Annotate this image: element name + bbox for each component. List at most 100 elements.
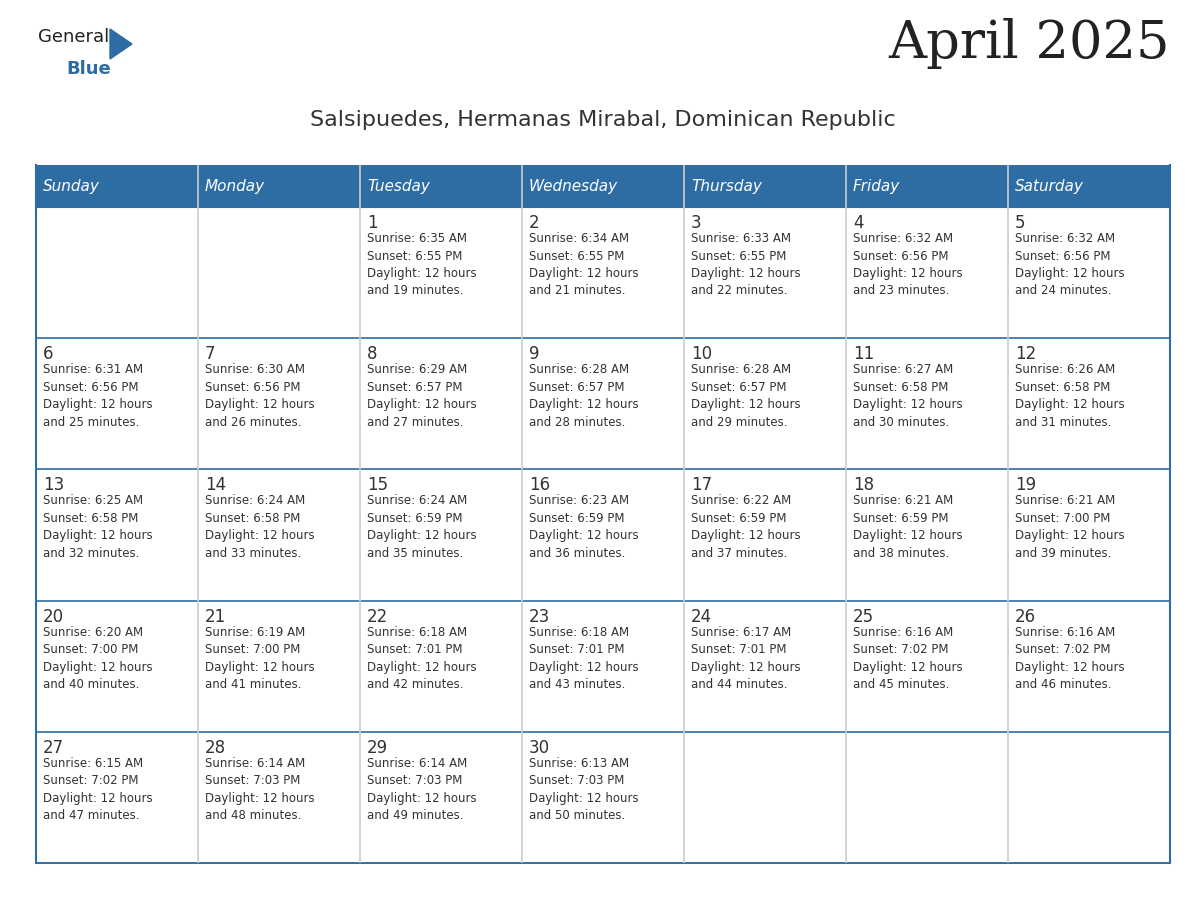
Text: Sunrise: 6:23 AM
Sunset: 6:59 PM
Daylight: 12 hours
and 36 minutes.: Sunrise: 6:23 AM Sunset: 6:59 PM Dayligh… bbox=[529, 495, 639, 560]
Text: 3: 3 bbox=[691, 214, 702, 232]
Bar bbox=[1007, 207, 1170, 338]
Text: 30: 30 bbox=[529, 739, 550, 756]
Bar bbox=[522, 732, 684, 863]
Text: 15: 15 bbox=[367, 476, 388, 495]
Text: Sunrise: 6:22 AM
Sunset: 6:59 PM
Daylight: 12 hours
and 37 minutes.: Sunrise: 6:22 AM Sunset: 6:59 PM Dayligh… bbox=[691, 495, 801, 560]
Text: 22: 22 bbox=[367, 608, 388, 625]
Bar bbox=[522, 338, 684, 469]
Text: 23: 23 bbox=[529, 608, 550, 625]
Text: Sunrise: 6:27 AM
Sunset: 6:58 PM
Daylight: 12 hours
and 30 minutes.: Sunrise: 6:27 AM Sunset: 6:58 PM Dayligh… bbox=[853, 364, 962, 429]
Bar bbox=[522, 207, 684, 338]
Text: 25: 25 bbox=[853, 608, 874, 625]
Text: Sunrise: 6:31 AM
Sunset: 6:56 PM
Daylight: 12 hours
and 25 minutes.: Sunrise: 6:31 AM Sunset: 6:56 PM Dayligh… bbox=[43, 364, 152, 429]
Text: Sunrise: 6:28 AM
Sunset: 6:57 PM
Daylight: 12 hours
and 29 minutes.: Sunrise: 6:28 AM Sunset: 6:57 PM Dayligh… bbox=[691, 364, 801, 429]
Text: 20: 20 bbox=[43, 608, 64, 625]
Bar bbox=[846, 207, 1007, 338]
Text: 27: 27 bbox=[43, 739, 64, 756]
Bar bbox=[684, 469, 846, 600]
Bar bbox=[522, 165, 684, 207]
Text: 6: 6 bbox=[43, 345, 53, 364]
Text: Thursday: Thursday bbox=[691, 178, 762, 194]
Text: Sunrise: 6:19 AM
Sunset: 7:00 PM
Daylight: 12 hours
and 41 minutes.: Sunrise: 6:19 AM Sunset: 7:00 PM Dayligh… bbox=[206, 625, 315, 691]
Text: General: General bbox=[38, 28, 109, 46]
Text: Sunrise: 6:26 AM
Sunset: 6:58 PM
Daylight: 12 hours
and 31 minutes.: Sunrise: 6:26 AM Sunset: 6:58 PM Dayligh… bbox=[1015, 364, 1125, 429]
Bar bbox=[360, 600, 522, 732]
Text: 12: 12 bbox=[1015, 345, 1036, 364]
Bar bbox=[36, 600, 198, 732]
Bar bbox=[684, 207, 846, 338]
Bar bbox=[198, 732, 360, 863]
Text: Sunrise: 6:28 AM
Sunset: 6:57 PM
Daylight: 12 hours
and 28 minutes.: Sunrise: 6:28 AM Sunset: 6:57 PM Dayligh… bbox=[529, 364, 639, 429]
Bar bbox=[1007, 732, 1170, 863]
Text: 21: 21 bbox=[206, 608, 226, 625]
Text: 4: 4 bbox=[853, 214, 864, 232]
Bar bbox=[846, 600, 1007, 732]
Text: Sunrise: 6:21 AM
Sunset: 7:00 PM
Daylight: 12 hours
and 39 minutes.: Sunrise: 6:21 AM Sunset: 7:00 PM Dayligh… bbox=[1015, 495, 1125, 560]
Text: Sunrise: 6:16 AM
Sunset: 7:02 PM
Daylight: 12 hours
and 46 minutes.: Sunrise: 6:16 AM Sunset: 7:02 PM Dayligh… bbox=[1015, 625, 1125, 691]
Bar bbox=[36, 207, 198, 338]
Bar bbox=[846, 338, 1007, 469]
Text: 17: 17 bbox=[691, 476, 712, 495]
Text: Sunrise: 6:24 AM
Sunset: 6:59 PM
Daylight: 12 hours
and 35 minutes.: Sunrise: 6:24 AM Sunset: 6:59 PM Dayligh… bbox=[367, 495, 476, 560]
Text: Sunrise: 6:15 AM
Sunset: 7:02 PM
Daylight: 12 hours
and 47 minutes.: Sunrise: 6:15 AM Sunset: 7:02 PM Dayligh… bbox=[43, 756, 152, 823]
Bar bbox=[36, 165, 198, 207]
Text: 13: 13 bbox=[43, 476, 64, 495]
Bar bbox=[1007, 469, 1170, 600]
Text: 7: 7 bbox=[206, 345, 215, 364]
Bar bbox=[360, 165, 522, 207]
Text: Saturday: Saturday bbox=[1015, 178, 1083, 194]
Bar bbox=[36, 732, 198, 863]
Text: 11: 11 bbox=[853, 345, 874, 364]
Bar bbox=[1007, 338, 1170, 469]
Text: 18: 18 bbox=[853, 476, 874, 495]
Bar bbox=[360, 207, 522, 338]
Text: Sunrise: 6:17 AM
Sunset: 7:01 PM
Daylight: 12 hours
and 44 minutes.: Sunrise: 6:17 AM Sunset: 7:01 PM Dayligh… bbox=[691, 625, 801, 691]
Text: Sunrise: 6:25 AM
Sunset: 6:58 PM
Daylight: 12 hours
and 32 minutes.: Sunrise: 6:25 AM Sunset: 6:58 PM Dayligh… bbox=[43, 495, 152, 560]
Text: Sunrise: 6:14 AM
Sunset: 7:03 PM
Daylight: 12 hours
and 48 minutes.: Sunrise: 6:14 AM Sunset: 7:03 PM Dayligh… bbox=[206, 756, 315, 823]
Bar bbox=[360, 469, 522, 600]
Text: 2: 2 bbox=[529, 214, 539, 232]
Bar bbox=[684, 600, 846, 732]
Text: 1: 1 bbox=[367, 214, 378, 232]
Bar bbox=[198, 338, 360, 469]
Bar bbox=[846, 469, 1007, 600]
Text: Sunrise: 6:21 AM
Sunset: 6:59 PM
Daylight: 12 hours
and 38 minutes.: Sunrise: 6:21 AM Sunset: 6:59 PM Dayligh… bbox=[853, 495, 962, 560]
Bar bbox=[198, 207, 360, 338]
Bar bbox=[684, 165, 846, 207]
Text: 29: 29 bbox=[367, 739, 388, 756]
Text: Sunday: Sunday bbox=[43, 178, 100, 194]
Bar bbox=[360, 732, 522, 863]
Text: Sunrise: 6:32 AM
Sunset: 6:56 PM
Daylight: 12 hours
and 24 minutes.: Sunrise: 6:32 AM Sunset: 6:56 PM Dayligh… bbox=[1015, 232, 1125, 297]
Bar bbox=[846, 732, 1007, 863]
Text: Sunrise: 6:18 AM
Sunset: 7:01 PM
Daylight: 12 hours
and 43 minutes.: Sunrise: 6:18 AM Sunset: 7:01 PM Dayligh… bbox=[529, 625, 639, 691]
Text: 19: 19 bbox=[1015, 476, 1036, 495]
Bar bbox=[198, 469, 360, 600]
Text: Sunrise: 6:16 AM
Sunset: 7:02 PM
Daylight: 12 hours
and 45 minutes.: Sunrise: 6:16 AM Sunset: 7:02 PM Dayligh… bbox=[853, 625, 962, 691]
Text: 28: 28 bbox=[206, 739, 226, 756]
Bar bbox=[846, 165, 1007, 207]
Bar bbox=[1007, 600, 1170, 732]
Text: Sunrise: 6:35 AM
Sunset: 6:55 PM
Daylight: 12 hours
and 19 minutes.: Sunrise: 6:35 AM Sunset: 6:55 PM Dayligh… bbox=[367, 232, 476, 297]
Bar bbox=[360, 338, 522, 469]
Bar bbox=[522, 469, 684, 600]
Text: 14: 14 bbox=[206, 476, 226, 495]
Polygon shape bbox=[110, 29, 132, 59]
Text: Blue: Blue bbox=[67, 60, 110, 78]
Bar bbox=[198, 165, 360, 207]
Text: 26: 26 bbox=[1015, 608, 1036, 625]
Text: Sunrise: 6:29 AM
Sunset: 6:57 PM
Daylight: 12 hours
and 27 minutes.: Sunrise: 6:29 AM Sunset: 6:57 PM Dayligh… bbox=[367, 364, 476, 429]
Bar bbox=[1007, 165, 1170, 207]
Bar bbox=[684, 732, 846, 863]
Text: Sunrise: 6:20 AM
Sunset: 7:00 PM
Daylight: 12 hours
and 40 minutes.: Sunrise: 6:20 AM Sunset: 7:00 PM Dayligh… bbox=[43, 625, 152, 691]
Text: Sunrise: 6:24 AM
Sunset: 6:58 PM
Daylight: 12 hours
and 33 minutes.: Sunrise: 6:24 AM Sunset: 6:58 PM Dayligh… bbox=[206, 495, 315, 560]
Bar bbox=[36, 338, 198, 469]
Text: Sunrise: 6:32 AM
Sunset: 6:56 PM
Daylight: 12 hours
and 23 minutes.: Sunrise: 6:32 AM Sunset: 6:56 PM Dayligh… bbox=[853, 232, 962, 297]
Text: 5: 5 bbox=[1015, 214, 1025, 232]
Text: 16: 16 bbox=[529, 476, 550, 495]
Text: 10: 10 bbox=[691, 345, 712, 364]
Text: Sunrise: 6:14 AM
Sunset: 7:03 PM
Daylight: 12 hours
and 49 minutes.: Sunrise: 6:14 AM Sunset: 7:03 PM Dayligh… bbox=[367, 756, 476, 823]
Text: Monday: Monday bbox=[206, 178, 265, 194]
Text: Sunrise: 6:18 AM
Sunset: 7:01 PM
Daylight: 12 hours
and 42 minutes.: Sunrise: 6:18 AM Sunset: 7:01 PM Dayligh… bbox=[367, 625, 476, 691]
Text: Sunrise: 6:33 AM
Sunset: 6:55 PM
Daylight: 12 hours
and 22 minutes.: Sunrise: 6:33 AM Sunset: 6:55 PM Dayligh… bbox=[691, 232, 801, 297]
Text: Sunrise: 6:30 AM
Sunset: 6:56 PM
Daylight: 12 hours
and 26 minutes.: Sunrise: 6:30 AM Sunset: 6:56 PM Dayligh… bbox=[206, 364, 315, 429]
